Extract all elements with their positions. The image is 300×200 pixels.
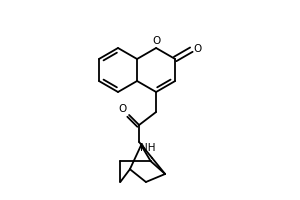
Text: O: O [119, 104, 127, 114]
Text: NH: NH [140, 143, 156, 153]
Text: O: O [152, 36, 160, 46]
Text: O: O [194, 44, 202, 54]
